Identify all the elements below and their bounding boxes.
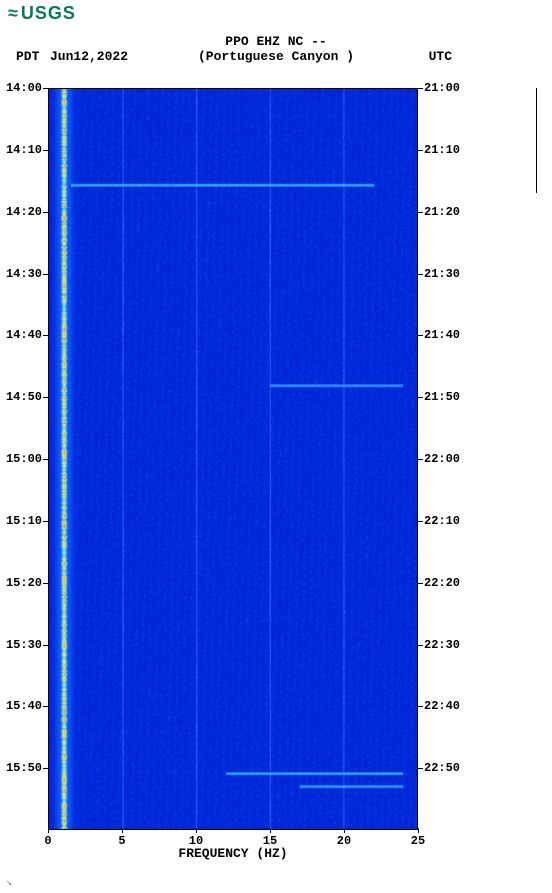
spectrogram-plot [48,88,418,830]
wave-icon: ≈ [8,4,19,22]
pdt-label: PDT [16,49,39,64]
ytick-right: 21:00 [424,81,460,95]
ytick-left: 15:00 [6,452,42,466]
date-label: Jun12,2022 [50,49,128,64]
utc-label: UTC [429,49,452,64]
chart-header: PPO EHZ NC -- PDT Jun12,2022 (Portuguese… [0,34,552,64]
ytick-right: 21:10 [424,143,460,157]
ytick-right: 22:20 [424,576,460,590]
logo-text: USGS [21,4,76,22]
ytick-right: 21:30 [424,267,460,281]
ytick-left: 15:20 [6,576,42,590]
ytick-left: 14:50 [6,390,42,404]
ytick-left: 14:00 [6,81,42,95]
ytick-left: 14:20 [6,205,42,219]
ytick-right: 21:50 [424,390,460,404]
usgs-logo: ≈ USGS [8,4,76,22]
ytick-left: 14:30 [6,267,42,281]
ytick-right: 22:30 [424,638,460,652]
ytick-left: 14:10 [6,143,42,157]
ytick-right: 22:00 [424,452,460,466]
ytick-right: 21:20 [424,205,460,219]
ytick-left: 15:30 [6,638,42,652]
ytick-right: 22:50 [424,761,460,775]
ytick-left: 15:10 [6,514,42,528]
ytick-left: 15:40 [6,699,42,713]
spectrogram-canvas [48,88,418,830]
title-line1: PPO EHZ NC -- [0,34,552,49]
station-name: (Portuguese Canyon ) [198,49,354,64]
ytick-right: 21:40 [424,328,460,342]
ytick-right: 22:10 [424,514,460,528]
ytick-left: 14:40 [6,328,42,342]
ytick-right: 22:40 [424,699,460,713]
bug-glyph: ↘ [6,877,12,889]
x-axis-label: FREQUENCY (HZ) [48,846,418,861]
y-axis-left: 14:0014:1014:2014:3014:4014:5015:0015:10… [0,88,48,830]
page-root: { "logo": { "wave": "≈", "text": "USGS",… [0,0,552,893]
title-line2: PDT Jun12,2022 (Portuguese Canyon ) UTC [0,49,552,64]
ytick-left: 15:50 [6,761,42,775]
y-axis-right: 21:0021:1021:2021:3021:4021:5022:0022:10… [418,88,478,830]
